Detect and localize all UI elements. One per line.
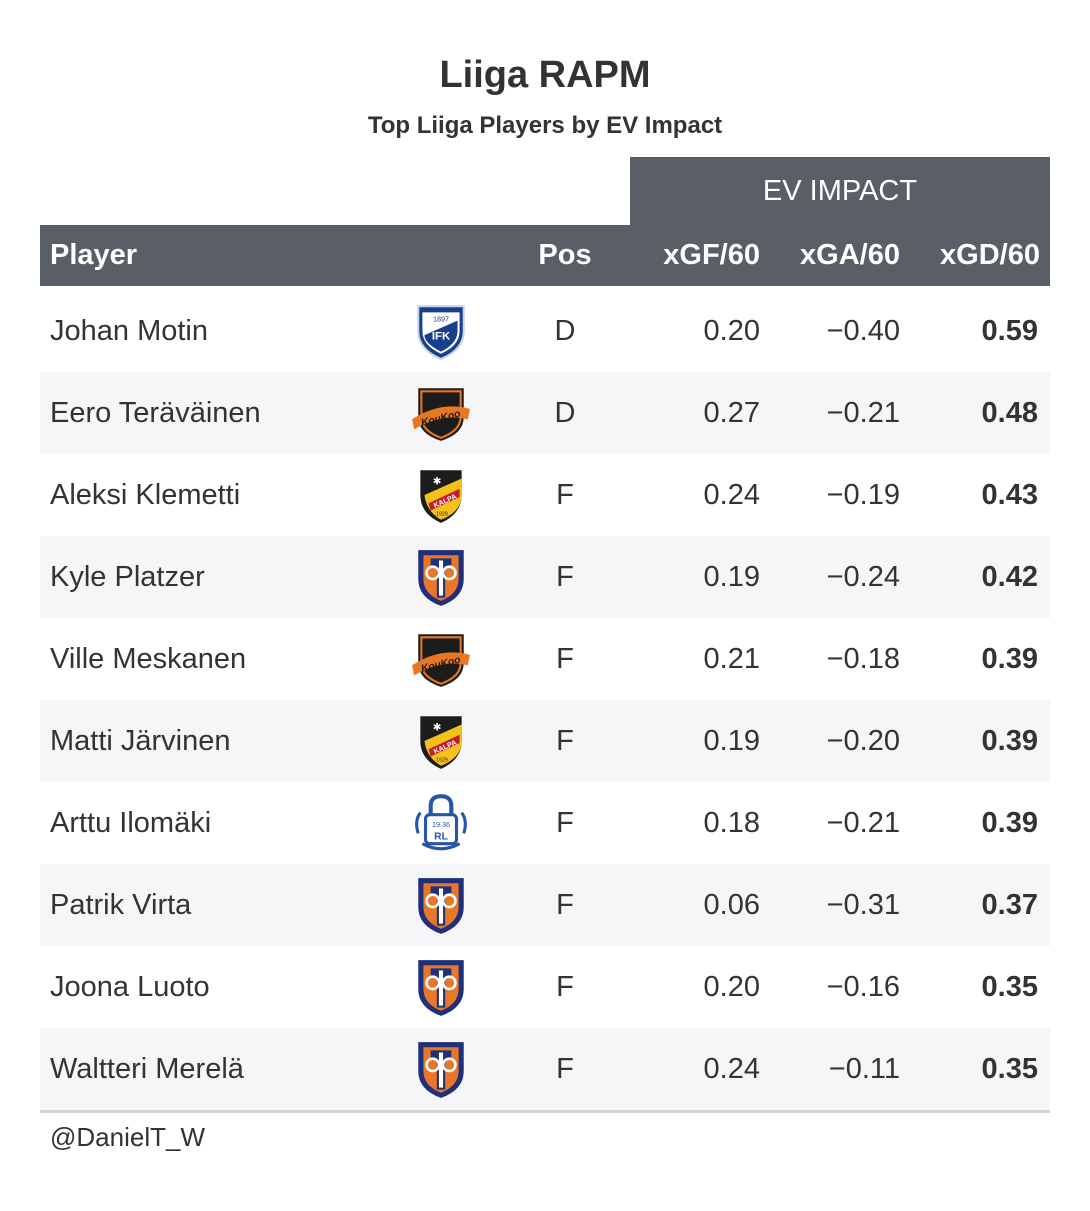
source-note: @DanielT_W [50,1122,205,1152]
table-row: Eero Teräväinen D 0.27 −0.21 0.48 KouKoo [40,372,1050,454]
player-name: Ville Meskanen [50,643,247,675]
table-subtitle: Top Liiga Players by EV Impact [367,112,723,139]
xga-value: −0.31 [826,889,900,921]
player-name: Aleksi Klemetti [50,479,241,511]
table-bottom-rule [40,1110,1050,1113]
column-header-player: Player [50,239,138,271]
svg-text:1897: 1897 [433,315,449,324]
player-name: Waltteri Merelä [50,1053,244,1085]
xgd-value: 0.35 [981,1053,1038,1085]
player-name: Joona Luoto [50,971,210,1003]
table-row: Matti Järvinen F 0.19 −0.20 0.39 KALPA ✱ 1929 [40,700,1050,782]
player-position: F [556,807,574,839]
rauman-lukko-logo: 19 36 RL [410,792,472,854]
column-header-xgd: xGD/60 [940,239,1040,271]
player-position: D [554,315,576,347]
xgf-value: 0.24 [703,1053,760,1085]
xga-value: −0.16 [826,971,900,1003]
player-position: D [554,397,576,429]
column-header-xgf: xGF/60 [663,239,760,271]
table-row: Waltteri Merelä F 0.24 −0.11 0.35 [40,1028,1050,1110]
xgd-value: 0.59 [981,315,1038,347]
player-name: Kyle Platzer [50,561,205,593]
table-row: Aleksi Klemetti F 0.24 −0.19 0.43 KALPA ✱ 1929 [40,454,1050,536]
xgf-value: 0.20 [703,971,760,1003]
xga-value: −0.21 [826,397,900,429]
player-name: Johan Motin [50,315,208,347]
player-position: F [556,889,574,921]
xgd-value: 0.42 [981,561,1038,593]
xgd-value: 0.37 [981,889,1038,921]
table-row: Kyle Platzer F 0.19 −0.24 0.42 [40,536,1050,618]
xgf-value: 0.27 [703,397,760,429]
tappara-logo [410,546,472,608]
xgf-value: 0.20 [703,315,760,347]
player-position: F [556,971,574,1003]
xga-value: −0.19 [826,479,900,511]
tappara-logo [410,956,472,1018]
table-title: Liiga RAPM [439,54,651,96]
xgd-value: 0.39 [981,643,1038,675]
ev-impact-spanner: EV IMPACT [630,157,1050,225]
player-position: F [556,643,574,675]
xgf-value: 0.24 [703,479,760,511]
koukoo-logo: KouKoo [410,628,472,690]
column-header-row: Player Pos xGF/60 xGA/60 xGD/60 [40,225,1050,286]
svg-text:19 36: 19 36 [432,820,450,829]
xga-value: −0.18 [826,643,900,675]
svg-text:RL: RL [434,832,448,843]
xga-value: −0.24 [826,561,900,593]
xgd-value: 0.48 [981,397,1038,429]
table-body: Johan Motin D 0.20 −0.40 0.59 1897 IFK Eero Ter… [40,290,1050,1110]
xgd-value: 0.35 [981,971,1038,1003]
player-name: Arttu Ilomäki [50,807,212,839]
kalpa-logo: KALPA ✱ 1929 [410,710,472,772]
xga-value: −0.20 [826,725,900,757]
koukoo-logo: KouKoo [410,382,472,444]
xgf-value: 0.21 [703,643,760,675]
xgd-value: 0.39 [981,725,1038,757]
player-position: F [556,725,574,757]
tappara-logo [410,1038,472,1100]
kalpa-logo: KALPA ✱ 1929 [410,464,472,526]
xgf-value: 0.19 [703,725,760,757]
xgf-value: 0.06 [703,889,760,921]
svg-text:✱: ✱ [433,476,442,488]
player-name: Patrik Virta [50,889,192,921]
table-row: Johan Motin D 0.20 −0.40 0.59 1897 IFK [40,290,1050,372]
xga-value: −0.40 [826,315,900,347]
xga-value: −0.21 [826,807,900,839]
table-row: Arttu Ilomäki F 0.18 −0.21 0.39 19 36 RL [40,782,1050,864]
column-header-xga: xGA/60 [800,239,900,271]
table-row: Ville Meskanen F 0.21 −0.18 0.39 KouKoo [40,618,1050,700]
player-position: F [556,561,574,593]
svg-text:1929: 1929 [436,758,448,764]
player-position: F [556,479,574,511]
player-name: Eero Teräväinen [50,397,261,429]
xgd-value: 0.39 [981,807,1038,839]
player-name: Matti Järvinen [50,725,231,757]
xgf-value: 0.18 [703,807,760,839]
table-row: Patrik Virta F 0.06 −0.31 0.37 [40,864,1050,946]
player-position: F [556,1053,574,1085]
tappara-logo [410,874,472,936]
table-row: Joona Luoto F 0.20 −0.16 0.35 [40,946,1050,1028]
column-header-pos: Pos [538,239,592,271]
hifk-logo: 1897 IFK [410,300,472,362]
svg-text:IFK: IFK [432,330,451,342]
svg-text:1929: 1929 [436,512,448,518]
xgf-value: 0.19 [703,561,760,593]
xga-value: −0.11 [828,1053,900,1085]
xgd-value: 0.43 [981,479,1038,511]
svg-text:✱: ✱ [433,722,442,734]
